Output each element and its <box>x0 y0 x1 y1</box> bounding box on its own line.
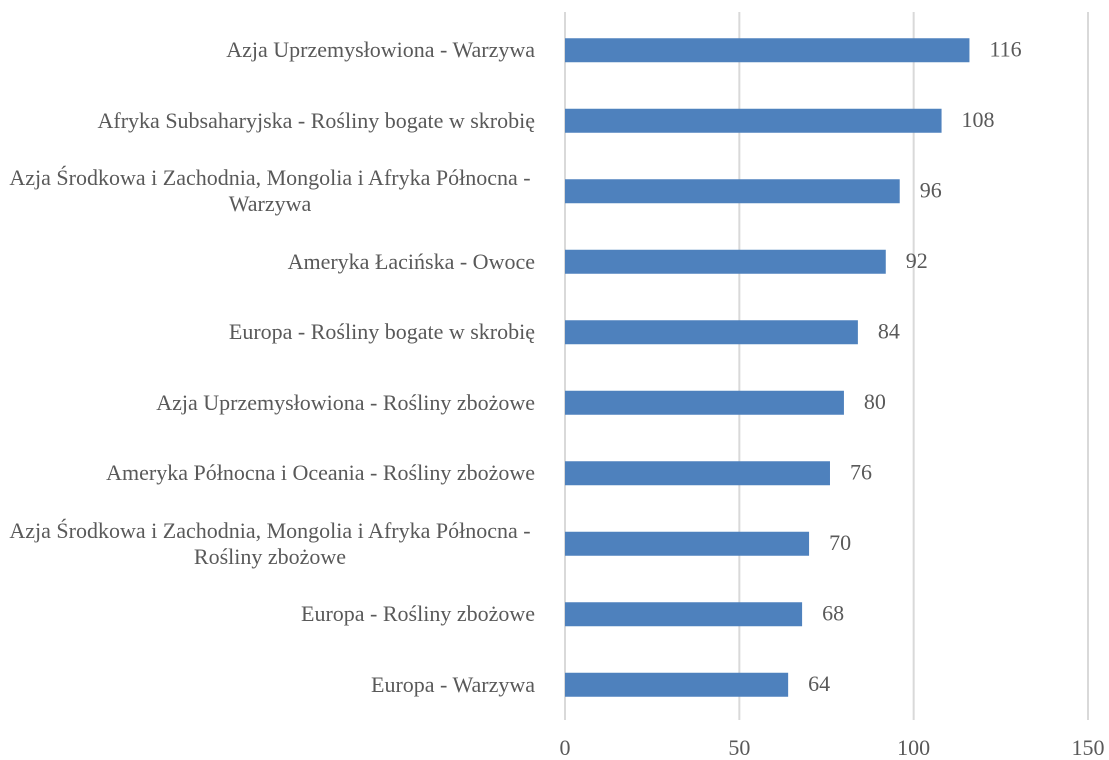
y-tick-label-box: Azja Uprzemysłowiona - Rośliny zbożowe <box>156 368 535 438</box>
bar <box>565 390 844 415</box>
bar <box>565 602 803 627</box>
y-tick-label-box: Europa - Rośliny bogate w skrobię <box>229 297 535 367</box>
data-label: 92 <box>906 248 928 273</box>
data-label: 64 <box>808 671 830 696</box>
data-label: 70 <box>829 530 851 555</box>
data-label: 108 <box>962 107 995 132</box>
data-label: 68 <box>822 600 844 625</box>
bar <box>565 531 810 556</box>
bar <box>565 108 942 133</box>
y-tick-label: Ameryka Północna i Oceania - Rośliny zbo… <box>106 460 535 486</box>
data-label: 116 <box>989 36 1021 61</box>
y-tick-label-box: Ameryka Północna i Oceania - Rośliny zbo… <box>106 438 535 508</box>
bar <box>565 38 970 63</box>
bar <box>565 320 858 345</box>
y-tick-label-box: Azja Środkowa i Zachodnia, Mongolia i Af… <box>5 156 535 226</box>
bar <box>565 672 789 697</box>
data-label: 76 <box>850 459 872 484</box>
y-tick-label: Azja Środkowa i Zachodnia, Mongolia i Af… <box>9 165 531 217</box>
bar <box>565 249 886 274</box>
y-tick-label: Europa - Rośliny zbożowe <box>301 601 535 627</box>
y-tick-label-box: Azja Środkowa i Zachodnia, Mongolia i Af… <box>5 509 535 579</box>
x-tick-label: 150 <box>1072 735 1105 760</box>
y-tick-label-box: Afryka Subsaharyjska - Rośliny bogate w … <box>98 86 535 156</box>
y-tick-label-box: Europa - Rośliny zbożowe <box>301 579 535 649</box>
y-tick-label-box: Azja Uprzemysłowiona - Warzywa <box>226 15 535 85</box>
y-tick-label-box: Ameryka Łacińska - Owoce <box>288 227 535 297</box>
x-tick-label: 50 <box>728 735 750 760</box>
y-tick-label: Europa - Rośliny bogate w skrobię <box>228 319 535 345</box>
y-tick-label: Afryka Subsaharyjska - Rośliny bogate w … <box>97 107 535 133</box>
bar <box>565 179 900 204</box>
data-label: 80 <box>864 389 886 414</box>
data-label: 96 <box>920 177 942 202</box>
y-tick-label: Azja Uprzemysłowiona - Rośliny zbożowe <box>156 389 535 415</box>
x-tick-label: 0 <box>560 735 571 760</box>
y-tick-label: Azja Środkowa i Zachodnia, Mongolia i Af… <box>9 517 531 569</box>
bar <box>565 461 830 486</box>
y-tick-label-box: Europa - Warzywa <box>371 650 535 720</box>
y-tick-label: Azja Uprzemysłowiona - Warzywa <box>226 37 535 63</box>
data-label: 84 <box>878 318 900 343</box>
y-tick-label: Ameryka Łacińska - Owoce <box>287 248 535 274</box>
x-tick-label: 100 <box>897 735 930 760</box>
y-tick-label: Europa - Warzywa <box>371 671 535 697</box>
